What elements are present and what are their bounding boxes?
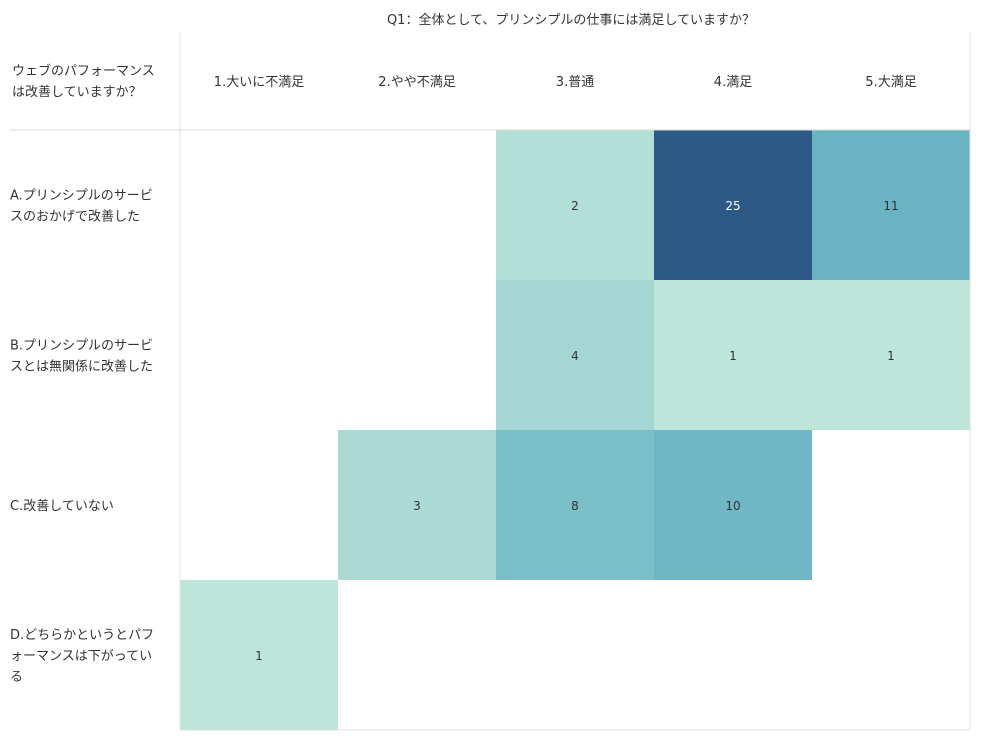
row-axis-title-line-1: ウェブのパフォーマンス [12, 63, 155, 79]
heatmap-cell-r2-c4 [654, 280, 812, 430]
grid-lines [10, 32, 971, 731]
row-label-2-line-1: B.プリンシプルのサービ [10, 339, 153, 354]
heatmap-cell-r1-c4 [654, 130, 812, 280]
heatmap-cell-r3-c4 [654, 430, 812, 580]
cell-value-r1-c3: 2 [571, 199, 579, 213]
column-labels: 1.大いに不満足 2.やや不満足 3.普通 4.満足 5.大満足 [214, 75, 917, 90]
column-label-5: 5.大満足 [865, 75, 916, 90]
heatmap-cells: 2 25 114 1 13 8 101 [180, 130, 970, 730]
heatmap-cell-r3-c2 [338, 430, 496, 580]
row-label-4-line-2: ォーマンスは下がってい [10, 649, 152, 664]
heatmap-cell-r1-c5 [812, 130, 970, 280]
row-axis-title: ウェブのパフォーマンス は改善していますか？ [12, 63, 155, 100]
cell-value-r3-c2: 3 [413, 499, 421, 513]
row-label-4-line-3: る [10, 670, 23, 685]
cell-value-r3-c3: 8 [571, 499, 579, 513]
column-label-2: 2.やや不満足 [378, 75, 455, 90]
cell-value-r3-c4: 10 [725, 499, 740, 513]
column-axis-title: Q1：全体として、プリンシプルの仕事には満足していますか？ [387, 12, 755, 28]
row-label-4-line-1: D.どちらかというとパフ [10, 628, 154, 643]
column-label-4: 4.満足 [714, 75, 752, 90]
cell-value-r1-c5: 11 [883, 199, 898, 213]
heatmap-cell-r3-c3 [496, 430, 654, 580]
column-label-1: 1.大いに不満足 [214, 75, 304, 90]
cell-value-r2-c5: 1 [887, 349, 895, 363]
cell-value-r4-c1: 1 [255, 649, 263, 663]
heatmap-cell-r2-c3 [496, 280, 654, 430]
heatmap-cell-r2-c5 [812, 280, 970, 430]
cell-value-r1-c4: 25 [725, 199, 740, 213]
heatmap-cell-r1-c3 [496, 130, 654, 280]
cell-value-r2-c3: 4 [571, 349, 579, 363]
cell-value-r2-c4: 1 [729, 349, 737, 363]
row-axis-title-line-2: は改善していますか？ [12, 84, 142, 100]
column-label-3: 3.普通 [556, 75, 594, 90]
row-label-2-line-2: スとは無関係に改善した [10, 359, 153, 375]
row-label-3-line-1: C.改善していない [10, 498, 114, 514]
row-label-1-line-1: A.プリンシプルのサービ [10, 189, 153, 204]
row-label-1-line-2: スのおかげで改善した [10, 209, 140, 225]
heatmap-cell-r4-c1 [180, 580, 338, 730]
